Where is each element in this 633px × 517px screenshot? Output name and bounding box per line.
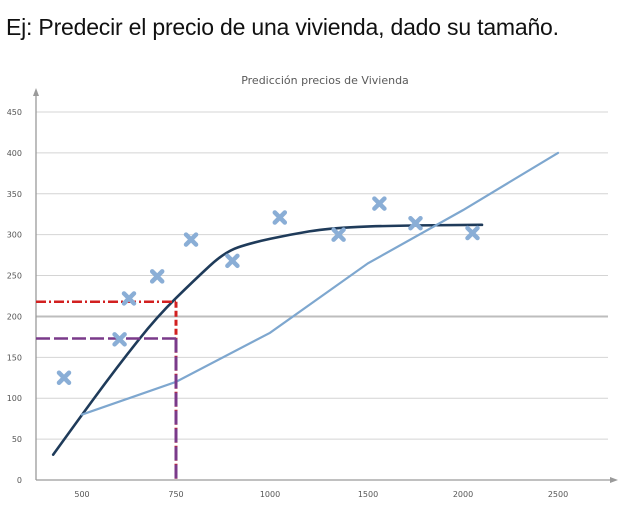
data-point: [331, 227, 346, 242]
y-tick-label: 450: [7, 108, 22, 117]
x-axis-tick-labels: 500 750 1000 1500 2000 2500: [74, 490, 568, 499]
y-axis-arrow: [33, 88, 39, 96]
y-tick-label: 400: [7, 149, 22, 158]
data-point: [112, 332, 127, 347]
x-tick-label: 500: [74, 490, 89, 499]
page-heading: Ej: Predecir el precio de una vivienda, …: [6, 14, 559, 40]
x-axis-arrow: [610, 477, 618, 483]
y-axis-tick-labels: 0 50 100 150 200 250 300 350 400 450: [7, 108, 22, 485]
data-points: [56, 196, 480, 386]
series-line: [80, 151, 560, 416]
series-line: [51, 223, 484, 456]
x-tick-label: 750: [168, 490, 183, 499]
data-point: [121, 291, 137, 306]
chart-series-lines: [51, 151, 560, 456]
data-point: [408, 215, 423, 231]
y-tick-label: 250: [7, 272, 22, 281]
x-tick-label: 2500: [548, 490, 568, 499]
data-point: [372, 196, 387, 211]
data-point: [465, 225, 480, 241]
x-tick-label: 1000: [260, 490, 280, 499]
data-point: [56, 370, 72, 386]
y-tick-label: 50: [12, 435, 22, 444]
data-point: [272, 210, 288, 225]
data-point: [183, 232, 199, 247]
y-tick-label: 200: [7, 312, 22, 321]
chart-axes: [33, 88, 618, 483]
data-point: [225, 253, 240, 269]
chart-title: Predicción precios de Vivienda: [241, 74, 409, 87]
y-tick-label: 300: [7, 231, 22, 240]
prediction-guides: [36, 300, 178, 480]
data-point: [149, 269, 165, 284]
y-tick-label: 100: [7, 394, 22, 403]
y-tick-label: 150: [7, 353, 22, 362]
y-tick-label: 350: [7, 190, 22, 199]
x-tick-label: 1500: [358, 490, 378, 499]
y-tick-label: 0: [17, 476, 22, 485]
chart-gridlines: [36, 111, 608, 440]
x-tick-label: 2000: [453, 490, 473, 499]
